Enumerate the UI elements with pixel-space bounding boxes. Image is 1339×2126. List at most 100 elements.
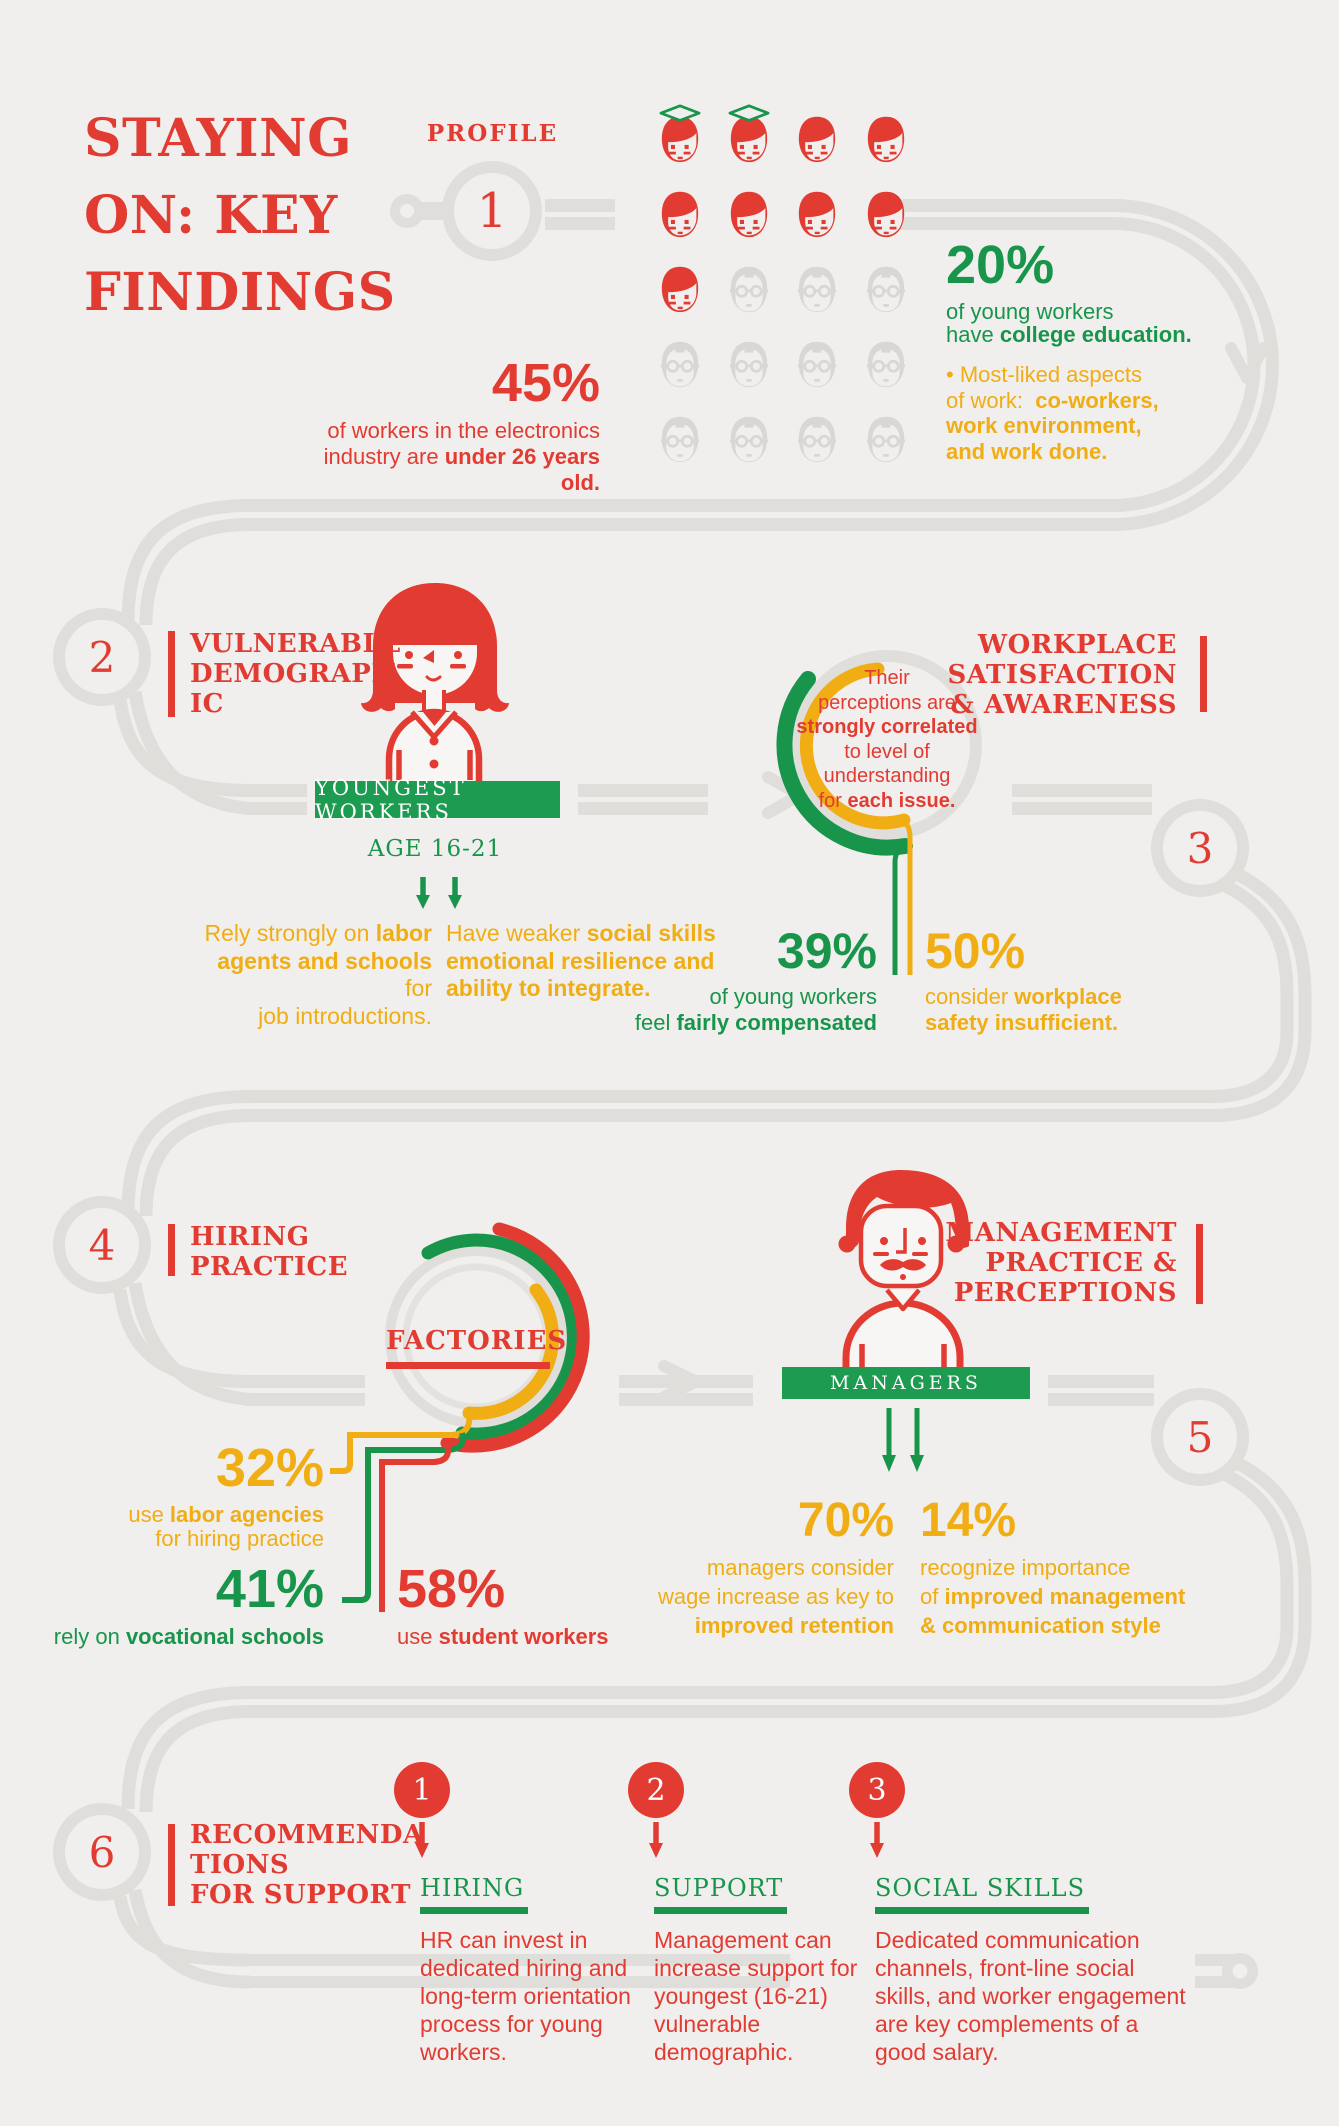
recommendation-body: Management can increase support for younge… bbox=[654, 1927, 858, 2065]
stat-caption: of young workers feel fairly compensated bbox=[634, 984, 877, 1035]
old-worker-icon bbox=[646, 329, 715, 404]
stat-caption: rely on vocational schools bbox=[53, 1624, 324, 1649]
young-worker-icon bbox=[646, 254, 715, 329]
node-number: 4 bbox=[88, 1220, 116, 1270]
young-worker-icon bbox=[783, 179, 852, 254]
section-hiring-title: HIRING PRACTICE bbox=[190, 1222, 349, 1282]
old-worker-icon bbox=[783, 329, 852, 404]
recommendation-heading: SOCIAL SKILLS bbox=[875, 1874, 1090, 1914]
track-node-1: 1 bbox=[442, 161, 542, 261]
node-number: 5 bbox=[1186, 1412, 1214, 1462]
section-title-bar bbox=[168, 1824, 175, 1906]
stat-safety: 50% consider workplace safety insufficien… bbox=[925, 926, 1205, 1036]
stat-compensated: 39% of young workers feel fairly compensa… bbox=[597, 926, 877, 1036]
factories-ring-chart bbox=[330, 1222, 590, 1612]
old-worker-icon bbox=[715, 254, 784, 329]
section-recommendations-title: RECOMMENDA TIONS FOR SUPPORT bbox=[190, 1820, 424, 1910]
vulnerable-point-1: Rely strongly on labor agents and schools… bbox=[204, 920, 432, 1029]
stat-value: 14% bbox=[920, 1494, 1017, 1547]
old-worker-icon bbox=[715, 404, 784, 479]
recommendation-hiring: HIRING HR can invest in dedicated hiring … bbox=[420, 1874, 645, 2066]
section-title-bar bbox=[1196, 1224, 1203, 1304]
recommendation-badge-1: 1 bbox=[394, 1762, 450, 1818]
node-number: 3 bbox=[1186, 823, 1214, 873]
track-node-5: 5 bbox=[1151, 1388, 1249, 1486]
recommendation-body: Dedicated communication channels, front-l… bbox=[875, 1927, 1186, 2065]
stat-labor-agencies: 32% use labor agencies for hiring practic… bbox=[104, 1441, 324, 1551]
stat-value: 41% bbox=[215, 1559, 324, 1619]
stat-value: 70% bbox=[797, 1494, 894, 1547]
satisfaction-ring-note: Their perceptions are strongly correlated t… bbox=[796, 667, 978, 812]
old-worker-icon bbox=[783, 254, 852, 329]
stat-caption: consider workplace safety insufficient. bbox=[925, 984, 1122, 1035]
down-arrows-icon bbox=[882, 1408, 924, 1472]
vulnerable-point-2: Have weaker social skills emotional resil… bbox=[446, 920, 716, 1001]
old-worker-icon bbox=[646, 404, 715, 479]
stat-student-workers: 58% use student workers bbox=[397, 1562, 657, 1650]
stat-management-style: 14% recognize importance of improved mana… bbox=[920, 1497, 1210, 1640]
stat-value: 39% bbox=[776, 923, 877, 979]
stat-caption: of workers in the electronics industry ar… bbox=[323, 418, 600, 495]
young-worker-icon bbox=[852, 104, 921, 179]
stat-value: 32% bbox=[215, 1438, 324, 1498]
section-title-bar bbox=[168, 631, 175, 717]
stat-college: 20% of young workers have college educati… bbox=[946, 238, 1206, 346]
track-node-4: 4 bbox=[53, 1196, 151, 1294]
factories-label: FACTORIES bbox=[386, 1326, 566, 1369]
old-worker-icon bbox=[715, 329, 784, 404]
most-liked-note: • Most-liked aspects of work: co-workers,… bbox=[946, 362, 1159, 464]
track-node-3: 3 bbox=[1151, 799, 1249, 897]
section-title-bar bbox=[168, 1224, 175, 1276]
worker-faces-grid bbox=[646, 104, 920, 479]
young-worker-icon bbox=[646, 179, 715, 254]
track-arrow-right-icon bbox=[658, 1360, 702, 1403]
section-vulnerable-title: VULNERABLE DEMOGRAPH IC bbox=[190, 629, 402, 719]
young-worker-icon bbox=[852, 179, 921, 254]
stat-value: 20% bbox=[946, 235, 1055, 295]
old-worker-icon bbox=[852, 329, 921, 404]
recommendation-social-skills: SOCIAL SKILLS Dedicated communication cha… bbox=[875, 1874, 1195, 2066]
grad-worker-icon bbox=[646, 104, 715, 179]
stat-value: 58% bbox=[397, 1559, 506, 1619]
stat-wage-increase: 70% managers consider wage increase as ke… bbox=[614, 1497, 894, 1640]
stat-caption: recognize importance of improved manageme… bbox=[920, 1555, 1186, 1638]
old-worker-icon bbox=[783, 404, 852, 479]
track-node-2: 2 bbox=[53, 608, 151, 706]
satisfaction-ring-chart bbox=[776, 650, 982, 975]
recommendation-heading: HIRING bbox=[420, 1874, 529, 1914]
page-title: STAYING ON: KEY FINDINGS bbox=[84, 108, 396, 323]
recommendation-support: SUPPORT Management can increase support f… bbox=[654, 1874, 869, 2066]
badge-number: 3 bbox=[867, 1772, 887, 1808]
node-number: 2 bbox=[88, 632, 116, 682]
stat-caption: of young workers have college education. bbox=[946, 299, 1192, 347]
stat-value: 50% bbox=[925, 923, 1026, 979]
recommendation-heading: SUPPORT bbox=[654, 1874, 788, 1914]
badge-number: 1 bbox=[412, 1772, 432, 1808]
youngest-workers-banner: YOUNGEST WORKERS bbox=[315, 776, 560, 824]
grad-worker-icon bbox=[715, 104, 784, 179]
recommendation-badge-2: 2 bbox=[628, 1762, 684, 1818]
age-label: AGE 16-21 bbox=[367, 836, 503, 862]
stat-under-26: 45% of workers in the electronics industr… bbox=[300, 356, 600, 496]
section-title-bar bbox=[1200, 636, 1207, 712]
node-number: 6 bbox=[88, 1827, 116, 1877]
track-node-6: 6 bbox=[53, 1803, 151, 1901]
stat-caption: use labor agencies for hiring practice bbox=[128, 1502, 324, 1551]
managers-banner: MANAGERS bbox=[782, 1367, 1030, 1399]
recommendation-body: HR can invest in dedicated hiring and long… bbox=[420, 1927, 631, 2065]
stat-caption: managers consider wage increase as key to… bbox=[657, 1555, 894, 1638]
recommendation-badge-3: 3 bbox=[849, 1762, 905, 1818]
section-management-title: MANAGEMENT PRACTICE & PERCEPTIONS bbox=[945, 1218, 1177, 1308]
node-number: 1 bbox=[476, 183, 508, 239]
down-arrows-icon bbox=[416, 877, 462, 909]
young-worker-icon bbox=[715, 179, 784, 254]
stat-vocational-schools: 41% rely on vocational schools bbox=[44, 1562, 324, 1650]
old-worker-icon bbox=[852, 404, 921, 479]
section-satisfaction-title: WORKPLACE SATISFACTION & AWARENESS bbox=[947, 630, 1177, 720]
stat-value: 45% bbox=[491, 353, 600, 413]
track-arrow-down-icon bbox=[1225, 342, 1269, 384]
stat-caption: use student workers bbox=[397, 1624, 609, 1649]
badge-number: 2 bbox=[646, 1772, 666, 1808]
young-worker-icon bbox=[783, 104, 852, 179]
